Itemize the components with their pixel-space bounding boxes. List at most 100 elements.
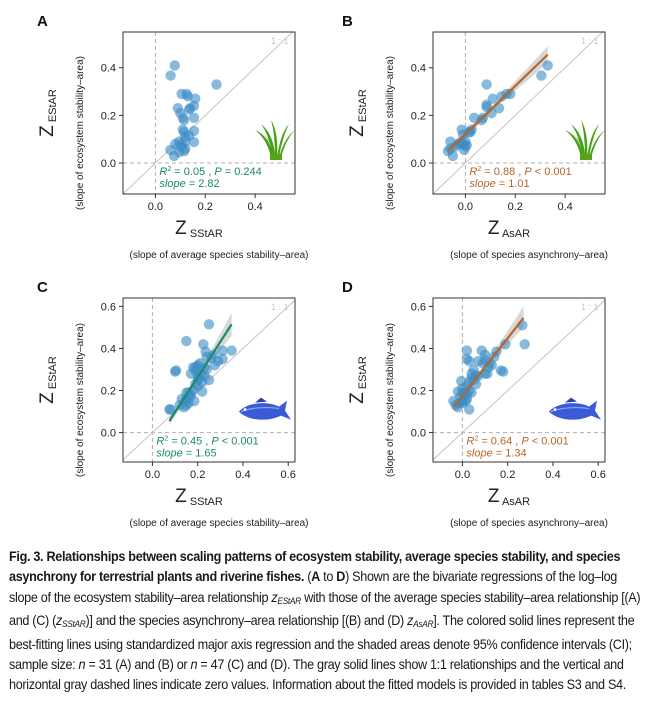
r2-superscript: 2 [474, 436, 478, 443]
caption-text: )] and the species asynchrony–area relat… [85, 613, 408, 629]
panel-label: A [37, 13, 48, 30]
caption-subscript: AsAR [413, 619, 434, 630]
caption-text: with those of the average species stabil… [9, 589, 641, 629]
y-axis-title: Z EStAR [37, 356, 59, 404]
caption-figure-number: Fig. 3. [9, 549, 44, 564]
slope-label: slope [469, 178, 495, 190]
one-to-one-label: 1 : 1 [271, 302, 289, 312]
one-to-one-line [433, 299, 605, 461]
plot-frame [432, 31, 606, 195]
x-tick-label: 0.6 [591, 469, 606, 481]
r2-superscript: 2 [164, 436, 168, 443]
x-axis-symbol: Z [488, 486, 500, 507]
fish-eye [553, 408, 557, 411]
data-point [188, 362, 199, 373]
p-label: P [521, 436, 529, 448]
r2-superscript: 2 [167, 166, 171, 173]
y-axis-description: (slope of ecosystem stability–area) [385, 323, 396, 477]
caption-text: ) [345, 569, 349, 585]
data-point [468, 364, 479, 375]
r2-value: = 0.45 , [168, 436, 211, 448]
data-point [181, 335, 192, 347]
fish-icon [549, 397, 601, 420]
panel-label: D [342, 279, 353, 296]
fish-icon [239, 397, 291, 420]
data-point [188, 112, 200, 124]
data-point [481, 79, 492, 90]
slope-label: slope [159, 178, 185, 190]
panel-label: B [342, 13, 353, 30]
grass-blade [271, 120, 278, 159]
slope-value: = 2.82 [186, 178, 220, 190]
y-tick-label: 0.4 [101, 343, 116, 355]
p-label: P [524, 166, 532, 178]
y-axis-subscript: EStAR [47, 356, 59, 392]
caption-title: Relationships between scaling patterns o… [9, 549, 621, 585]
one-to-one-label: 1 : 1 [271, 36, 289, 46]
data-point [464, 404, 475, 415]
grass-blade [589, 130, 605, 159]
slope-label: slope [466, 448, 492, 460]
data-point [203, 319, 215, 330]
data-point [226, 345, 237, 356]
grass-base [580, 154, 592, 161]
y-tick-label: 0.0 [411, 428, 426, 440]
fish-body [549, 400, 601, 420]
p-value: < 0.001 [532, 166, 572, 178]
y-tick-label: 0.6 [411, 301, 426, 313]
y-axis-description: (slope of ecosystem stability–area) [75, 323, 86, 477]
data-point [183, 104, 195, 115]
panel-label: C [37, 279, 48, 296]
y-tick-label: 0.6 [101, 301, 116, 313]
p-value: = 0.244 [222, 166, 262, 178]
x-tick-label: 0.2 [198, 201, 213, 213]
data-point [464, 355, 475, 367]
y-axis-subscript: EStAR [357, 89, 369, 125]
data-point [542, 60, 553, 71]
r2-value: = 0.64 , [478, 436, 521, 448]
x-axis-subscript: AsAR [500, 496, 531, 508]
y-tick-label: 0.4 [101, 63, 116, 75]
fish-stripe [240, 406, 280, 413]
stats-r2-p: R2 = 0.05 , P = 0.244 [159, 166, 261, 178]
r2-label: R [159, 166, 167, 178]
data-point [482, 368, 493, 379]
x-axis-subscript: SStAR [187, 228, 223, 240]
data-point [203, 374, 215, 386]
slope-value: = 1.34 [493, 448, 527, 460]
x-axis-symbol: Z [175, 218, 187, 239]
x-axis-symbol: Z [175, 486, 187, 507]
points [165, 60, 222, 162]
p-value: < 0.001 [529, 436, 569, 448]
grass-blade [277, 124, 289, 159]
data-point [188, 136, 200, 148]
one-to-one-line [433, 32, 604, 194]
caption-subscript: SStAR [61, 619, 86, 630]
fit-line [447, 53, 549, 152]
r2-label: R [156, 436, 164, 448]
figure-caption: Fig. 3. Relationships between scaling pa… [9, 547, 645, 696]
y-axis-description: (slope of ecosystem stability–area) [385, 56, 396, 210]
stats-slope: slope = 1.01 [469, 178, 529, 190]
data-point [209, 360, 220, 371]
caption-text: ( [307, 569, 312, 585]
caption-panel-ref: D [336, 569, 346, 585]
data-point [473, 355, 484, 367]
x-tick-label: 0.0 [458, 201, 473, 213]
p-value: < 0.001 [219, 436, 259, 448]
fish-body [239, 400, 291, 420]
caption-text: to [319, 569, 337, 585]
y-axis-subscript: EStAR [357, 356, 369, 392]
data-point [180, 143, 191, 154]
grass-icon [255, 120, 295, 161]
r2-superscript: 2 [477, 166, 481, 173]
data-point [164, 404, 175, 415]
x-tick-label: 0.4 [557, 201, 572, 213]
grass-blade [587, 124, 599, 159]
data-point [165, 70, 176, 81]
data-point [500, 339, 511, 350]
